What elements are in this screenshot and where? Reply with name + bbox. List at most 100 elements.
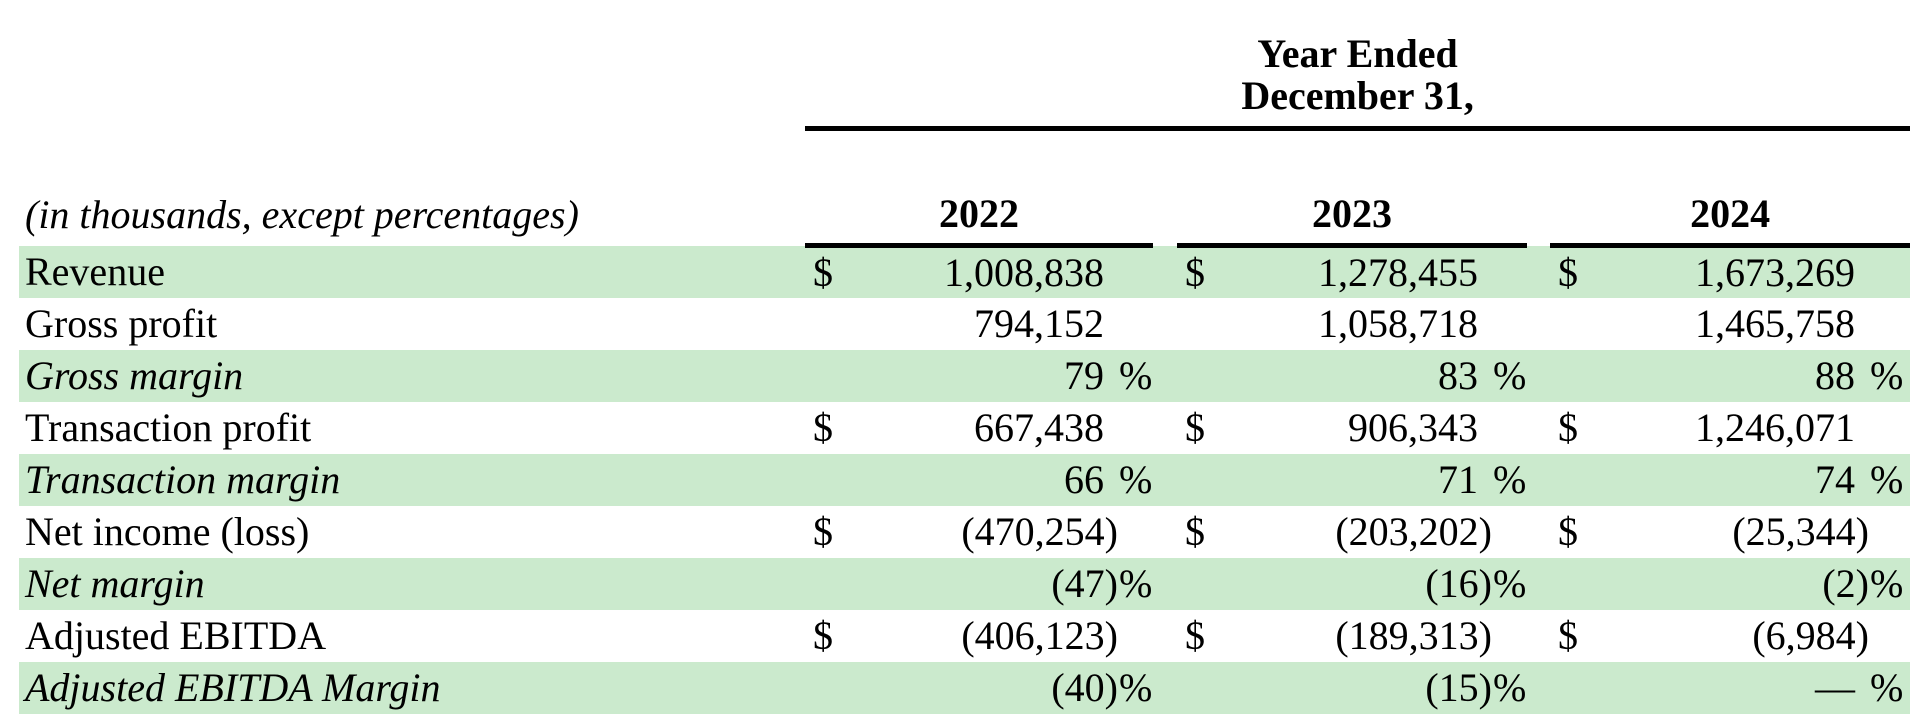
- row-label: Net margin: [19, 557, 805, 610]
- amount-value: 79: [839, 349, 1104, 402]
- amount-value: (47): [839, 557, 1118, 610]
- column-gap: [1153, 557, 1177, 610]
- column-gap: [1153, 190, 1177, 246]
- column-gap: [1153, 453, 1177, 506]
- amount-value: 1,058,718: [1318, 301, 1478, 346]
- percent-symbol: [1104, 298, 1153, 350]
- amount-value: 906,343: [1348, 405, 1478, 450]
- column-gap: [1527, 349, 1550, 402]
- period-line1: Year Ended: [1257, 30, 1458, 76]
- column-gap: [1527, 661, 1550, 714]
- percent-symbol: %: [1478, 453, 1527, 506]
- column-gap: [1527, 298, 1550, 350]
- currency-symbol: $: [813, 405, 833, 450]
- row-label: Adjusted EBITDA: [25, 613, 327, 658]
- percent-symbol: %: [1104, 453, 1153, 506]
- row-label: Gross profit: [25, 301, 218, 346]
- amount-value: 1,008,838: [839, 245, 1104, 298]
- percent-symbol: [1478, 298, 1527, 350]
- percent-symbol: [1855, 245, 1911, 298]
- percent-symbol: %: [1104, 661, 1153, 714]
- amount-value: (25,344): [1732, 509, 1869, 554]
- table-row-gross-margin: Gross margin 79 % 83 % 88 %: [19, 349, 1911, 402]
- amount-value: 66: [839, 453, 1104, 506]
- column-gap: [1153, 402, 1177, 454]
- currency-symbol: [1550, 349, 1584, 402]
- percent-symbol: [1478, 245, 1527, 298]
- percent-symbol: %: [1478, 661, 1527, 714]
- table-row-net-income: Net income (loss) $ (470,254) $ (203,202…: [19, 506, 1910, 558]
- currency-symbol: [805, 349, 839, 402]
- amount-value: (406,123): [961, 613, 1118, 658]
- column-gap: [1153, 298, 1177, 350]
- currency-symbol: [1550, 453, 1584, 506]
- financial-highlights-table: Year Ended December 31, (in thousands, e…: [19, 0, 1911, 714]
- percent-symbol: [1104, 402, 1153, 454]
- currency-symbol: [1177, 349, 1211, 402]
- percent-symbol: %: [1104, 349, 1153, 402]
- unit-note: (in thousands, except percentages): [25, 191, 579, 237]
- amount-value: 74: [1584, 453, 1855, 506]
- year-header-2023: 2023: [1177, 190, 1527, 248]
- currency-symbol: $: [1558, 613, 1578, 658]
- amount-value: 1,465,758: [1695, 301, 1855, 346]
- currency-symbol: [805, 661, 839, 714]
- year-header-2024: 2024: [1550, 190, 1911, 248]
- year-header-2022: 2022: [805, 190, 1153, 248]
- column-gap: [1527, 506, 1550, 558]
- column-gap: [1527, 245, 1550, 298]
- row-label: Gross margin: [19, 349, 805, 402]
- column-gap: [1527, 402, 1550, 454]
- percent-symbol: [1855, 402, 1910, 454]
- amount-value: (203,202): [1335, 509, 1492, 554]
- spacer-row: [19, 128, 1910, 190]
- column-gap: [1153, 245, 1177, 298]
- percent-symbol: [1855, 298, 1910, 350]
- period-line2: December 31,: [1241, 72, 1474, 118]
- currency-symbol: $: [1558, 509, 1578, 554]
- amount-value: 794,152: [974, 301, 1104, 346]
- table-row-adjusted-ebitda: Adjusted EBITDA $ (406,123) $ (189,313) …: [19, 610, 1910, 662]
- column-gap: [1527, 453, 1550, 506]
- currency-symbol: $: [1177, 245, 1211, 298]
- row-label: Revenue: [19, 245, 805, 298]
- currency-symbol: $: [1185, 405, 1205, 450]
- row-label: Adjusted EBITDA Margin: [19, 661, 805, 714]
- column-gap: [1153, 506, 1177, 558]
- currency-symbol: $: [805, 245, 839, 298]
- amount-value: (189,313): [1335, 613, 1492, 658]
- currency-symbol: [1550, 298, 1584, 350]
- table-row-adjusted-ebitda-margin: Adjusted EBITDA Margin (40) % (15) % — %: [19, 661, 1911, 714]
- percent-symbol: %: [1104, 557, 1153, 610]
- table-row-transaction-margin: Transaction margin 66 % 71 % 74 %: [19, 453, 1911, 506]
- currency-symbol: $: [1558, 405, 1578, 450]
- currency-symbol: [1177, 661, 1211, 714]
- year-header-row: (in thousands, except percentages) 2022 …: [19, 190, 1911, 248]
- amount-value: 1,246,071: [1695, 405, 1855, 450]
- row-label: Transaction margin: [19, 453, 805, 506]
- table-row-transaction-profit: Transaction profit $ 667,438 $ 906,343 $…: [19, 402, 1910, 454]
- currency-symbol: [805, 298, 839, 350]
- percent-symbol: %: [1478, 349, 1527, 402]
- amount-value: 88: [1584, 349, 1855, 402]
- amount-value: (6,984): [1752, 613, 1869, 658]
- amount-value: 71: [1211, 453, 1478, 506]
- amount-value: 667,438: [974, 405, 1104, 450]
- column-gap: [1527, 190, 1550, 246]
- column-gap: [1153, 610, 1177, 662]
- column-gap: [1153, 349, 1177, 402]
- period-header: Year Ended December 31,: [805, 0, 1911, 131]
- column-gap: [1527, 557, 1550, 610]
- amount-value: (470,254): [961, 509, 1118, 554]
- percent-symbol: %: [1855, 661, 1911, 714]
- row-label: Transaction profit: [25, 405, 312, 450]
- currency-symbol: [1177, 453, 1211, 506]
- empty-cell: [805, 128, 1910, 190]
- amount-value: —: [1584, 661, 1855, 714]
- percent-symbol: %: [1478, 557, 1527, 610]
- currency-symbol: [1550, 557, 1584, 610]
- currency-symbol: [1550, 661, 1584, 714]
- currency-symbol: $: [1185, 613, 1205, 658]
- currency-symbol: [1177, 298, 1211, 350]
- period-header-row: Year Ended December 31,: [19, 0, 1911, 131]
